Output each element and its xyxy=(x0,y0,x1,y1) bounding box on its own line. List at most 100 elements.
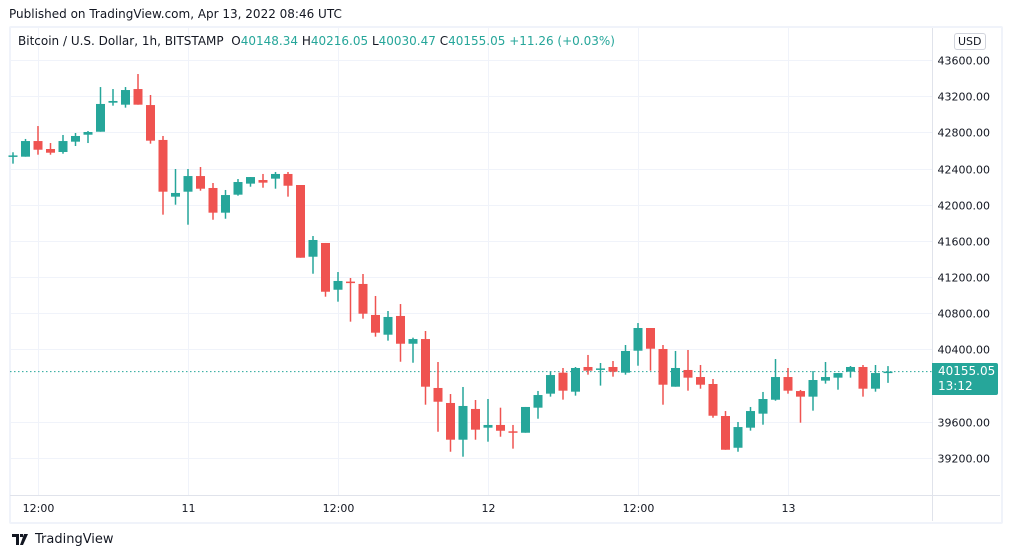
candle-body xyxy=(233,182,243,195)
candle-body xyxy=(58,141,68,152)
candle-body xyxy=(146,105,155,141)
candle-body xyxy=(321,242,330,292)
candle xyxy=(871,364,880,392)
candle-body xyxy=(358,283,368,314)
candle-body xyxy=(658,348,668,385)
high-value: 40216.05 xyxy=(310,34,369,48)
candle xyxy=(133,74,143,105)
time-tick-label: 11 xyxy=(182,502,196,515)
candle-body xyxy=(96,103,105,132)
candle-body xyxy=(521,406,530,433)
candle-body xyxy=(446,402,455,440)
price-tick-label: 39600.00 xyxy=(938,417,991,430)
candle-body xyxy=(596,368,605,370)
candle-body xyxy=(121,90,130,105)
candle-body xyxy=(633,328,643,351)
candle-body xyxy=(33,141,43,150)
candle xyxy=(83,131,93,144)
price-tick-label: 42800.00 xyxy=(938,127,991,140)
price-tick-label: 43200.00 xyxy=(938,91,991,104)
candle-body xyxy=(721,416,730,450)
candle xyxy=(271,171,280,189)
candle xyxy=(496,407,505,437)
candle-body xyxy=(883,371,893,374)
price-axis: 43600.00 43200.00 42800.00 42400.00 42000.00… xyxy=(938,55,991,466)
candle xyxy=(571,366,580,396)
time-tick-label: 12:00 xyxy=(623,502,655,515)
candle xyxy=(121,87,130,108)
candle xyxy=(183,168,193,225)
candle xyxy=(283,171,293,197)
footer-brand[interactable]: TradingView xyxy=(12,532,114,547)
candle xyxy=(221,189,230,219)
candle xyxy=(408,337,418,363)
candle xyxy=(33,126,43,155)
candle-body xyxy=(796,391,805,397)
candle xyxy=(633,323,643,366)
bar-countdown: 13:12 xyxy=(938,379,973,393)
candle xyxy=(558,367,568,400)
price-tick-label: 39200.00 xyxy=(938,453,991,466)
candle xyxy=(696,364,705,389)
close-value: 40155.05 xyxy=(448,34,506,48)
candle-body xyxy=(583,366,593,371)
last-price-label: 40155.05 13:12 xyxy=(932,363,998,395)
candle-body xyxy=(571,367,580,392)
candle xyxy=(208,183,218,220)
candle xyxy=(771,359,780,401)
candle xyxy=(733,421,743,452)
brand-name: TradingView xyxy=(35,532,114,547)
candle-body xyxy=(683,369,693,378)
candle xyxy=(458,386,468,457)
candle xyxy=(8,152,18,164)
chart-frame xyxy=(9,26,1003,524)
candle xyxy=(108,89,118,106)
candle xyxy=(196,167,205,191)
candle xyxy=(433,362,443,432)
candle xyxy=(808,371,818,411)
candle xyxy=(833,373,843,390)
candle xyxy=(783,367,793,394)
candle xyxy=(246,177,255,187)
candle-body xyxy=(183,176,193,192)
time-tick-label: 12:00 xyxy=(323,502,355,515)
candle-body xyxy=(196,176,205,189)
last-price-value: 40155.05 xyxy=(938,364,996,378)
chart-legend: Bitcoin / U.S. Dollar, 1h, BITSTAMP O401… xyxy=(18,34,615,48)
candle xyxy=(846,365,855,378)
candle xyxy=(258,173,268,188)
candle-body xyxy=(21,141,30,157)
candle-body xyxy=(696,377,705,385)
candles xyxy=(8,74,893,457)
candle-body xyxy=(283,173,293,186)
candle-body xyxy=(833,373,843,378)
candle xyxy=(21,138,30,157)
candle-body xyxy=(258,180,268,183)
currency-button[interactable]: USD xyxy=(954,33,986,50)
candle xyxy=(708,379,718,418)
price-tick-label: 40800.00 xyxy=(938,308,991,321)
candle-body xyxy=(246,177,255,184)
candle-body xyxy=(483,424,493,428)
candle-body xyxy=(83,131,93,135)
time-tick-label: 12 xyxy=(482,502,496,515)
candle-body xyxy=(458,405,468,440)
candle-body xyxy=(108,100,118,103)
candle-body xyxy=(858,366,868,389)
candle-body xyxy=(746,411,755,428)
change-value: +11.26 (+0.03%) xyxy=(509,34,615,48)
candle-body xyxy=(846,366,855,372)
candle xyxy=(721,411,730,450)
price-tick-label: 41600.00 xyxy=(938,236,991,249)
candle-body xyxy=(346,281,355,284)
candle xyxy=(308,236,318,274)
published-caption: Published on TradingView.com, Apr 13, 20… xyxy=(9,7,342,21)
candle-body xyxy=(533,395,543,408)
candle xyxy=(71,132,80,147)
candle-body xyxy=(221,195,230,213)
candle-body xyxy=(608,366,618,372)
symbol-title[interactable]: Bitcoin / U.S. Dollar, 1h, BITSTAMP xyxy=(18,34,224,48)
candle xyxy=(233,179,243,196)
candle-body xyxy=(708,383,718,416)
